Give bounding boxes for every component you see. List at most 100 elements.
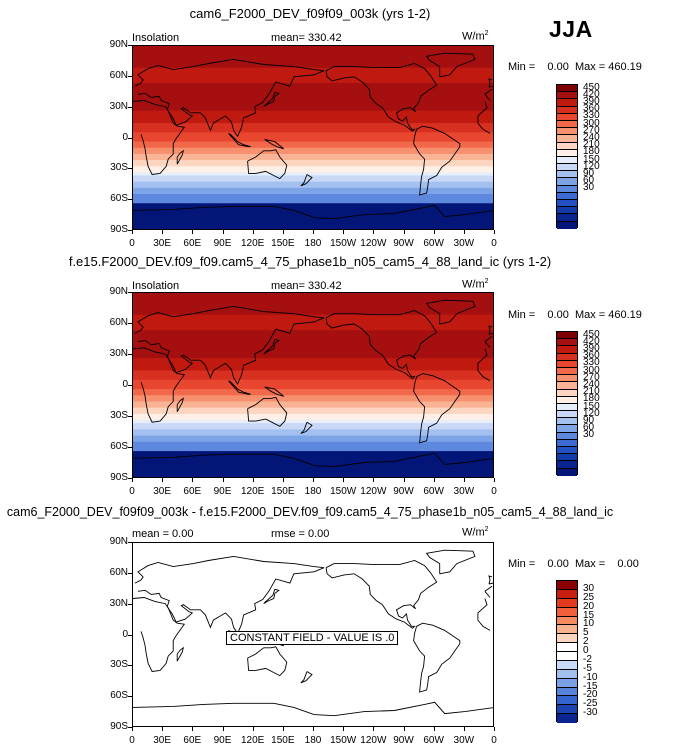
lon-tick-label: 0 bbox=[491, 735, 497, 746]
colorbar-swatch bbox=[557, 346, 577, 354]
heatmap-band bbox=[133, 441, 493, 446]
heatmap-band bbox=[133, 469, 493, 474]
heatmap-band bbox=[133, 175, 493, 180]
lat-tick-label: 60N bbox=[109, 566, 128, 578]
heatmap-band bbox=[133, 327, 493, 331]
colorbar-label: 330 bbox=[583, 110, 600, 122]
heatmap-band bbox=[133, 308, 493, 313]
lon-tick-mark bbox=[222, 727, 224, 731]
lon-tick-label: 150W bbox=[330, 238, 357, 249]
panel-3-units: W/m2 bbox=[462, 526, 489, 539]
heatmap-band bbox=[133, 206, 493, 211]
heatmap-band bbox=[133, 157, 493, 161]
heatmap-band bbox=[133, 348, 493, 353]
colorbar-swatch bbox=[557, 360, 577, 368]
colorbar-label: 420 bbox=[583, 88, 600, 100]
heatmap-band bbox=[133, 86, 493, 90]
lon-tick-label: 60W bbox=[423, 735, 444, 746]
heatmap-band bbox=[133, 107, 493, 112]
heatmap-band bbox=[133, 370, 493, 375]
colorbar-label: 150 bbox=[583, 400, 600, 412]
lat-tick-mark bbox=[128, 542, 132, 543]
colorbar-swatch bbox=[557, 142, 577, 150]
colorbar-swatch bbox=[557, 389, 577, 397]
colorbar-swatch bbox=[557, 439, 577, 447]
lon-tick-label: 0 bbox=[491, 486, 497, 497]
colorbar-label: -2 bbox=[583, 653, 592, 665]
heatmap-band bbox=[133, 382, 493, 387]
heatmap-band bbox=[133, 407, 493, 412]
colorbar-swatch bbox=[557, 696, 577, 706]
colorbar-label: -10 bbox=[583, 671, 598, 683]
heatmap-band bbox=[133, 311, 493, 316]
heatmap-band bbox=[133, 61, 493, 66]
heatmap-band bbox=[133, 429, 493, 434]
lon-tick-mark bbox=[162, 478, 164, 482]
lat-tick-label: 30S bbox=[110, 410, 128, 421]
heatmap-band bbox=[133, 423, 493, 427]
lon-tick-label: 0 bbox=[129, 735, 135, 746]
heatmap-band bbox=[133, 123, 493, 127]
colorbar-label: 60 bbox=[583, 422, 595, 434]
colorbar-swatch bbox=[557, 418, 577, 426]
lat-tick-mark bbox=[128, 727, 132, 728]
heatmap-band bbox=[133, 417, 493, 421]
colorbar-swatch bbox=[557, 156, 577, 165]
lon-tick-label: 0 bbox=[129, 238, 135, 249]
heatmap-band bbox=[133, 472, 493, 477]
heatmap-band bbox=[133, 98, 493, 103]
heatmap-band bbox=[133, 432, 493, 437]
colorbar-label: 0 bbox=[583, 645, 589, 656]
panel-2-title: f.e15.F2000_DEV.f09_f09.cam5_4_75_phase1… bbox=[68, 254, 552, 269]
colorbar-swatch bbox=[557, 425, 577, 433]
panel-1-title: cam6_F2000_DEV_f09f09_003k (yrs 1-2) bbox=[189, 6, 431, 21]
lon-tick-label: 60E bbox=[183, 238, 202, 249]
colorbar-label: 390 bbox=[583, 96, 600, 107]
heatmap-band bbox=[133, 79, 493, 84]
lon-tick-label: 60E bbox=[183, 486, 202, 497]
coastline bbox=[176, 397, 185, 413]
coastline bbox=[264, 386, 285, 397]
colorbar-swatch bbox=[557, 339, 577, 347]
colorbar-swatch bbox=[557, 85, 577, 93]
lon-tick-label: 180 bbox=[304, 238, 322, 249]
coastline bbox=[228, 380, 251, 395]
lon-tick-label: 120W bbox=[360, 238, 387, 249]
heatmap-band bbox=[133, 451, 493, 455]
colorbar-label: -30 bbox=[583, 707, 598, 719]
panel-1-left-label: Insolation bbox=[132, 32, 180, 44]
coastline bbox=[263, 91, 280, 107]
map-plot-area bbox=[133, 549, 493, 717]
heatmap-band bbox=[133, 135, 493, 140]
lat-tick-label: 30S bbox=[110, 162, 128, 174]
heatmap-band bbox=[133, 426, 493, 430]
heatmap-band bbox=[133, 113, 493, 118]
lon-tick-mark bbox=[373, 230, 375, 234]
colorbar-swatch bbox=[557, 454, 577, 462]
colorbar-label: 60 bbox=[583, 175, 595, 187]
panel-2-minmax: Min = 0.00 Max = 460.19 bbox=[508, 309, 642, 321]
lon-tick-label: 90W bbox=[393, 735, 414, 746]
colorbar-swatch bbox=[557, 714, 577, 723]
colorbar-swatch bbox=[557, 461, 577, 469]
lon-tick-mark bbox=[433, 478, 435, 482]
lat-tick-label: 90S bbox=[110, 721, 128, 732]
coastline bbox=[247, 149, 288, 180]
heatmap-band bbox=[133, 376, 493, 381]
lon-tick-mark bbox=[192, 230, 194, 234]
coastline bbox=[488, 575, 493, 585]
heatmap-band bbox=[133, 95, 493, 100]
heatmap-band bbox=[133, 200, 493, 204]
colorbar-swatch bbox=[557, 447, 577, 455]
coastline bbox=[300, 671, 313, 684]
lat-tick-mark bbox=[128, 168, 132, 170]
heatmap-band bbox=[133, 163, 493, 167]
coastline bbox=[134, 58, 493, 138]
heatmap-band bbox=[133, 444, 493, 449]
coastline bbox=[133, 204, 493, 220]
heatmap-band bbox=[133, 194, 493, 198]
lon-tick-mark bbox=[132, 230, 133, 234]
colorbar-label: -5 bbox=[583, 662, 592, 674]
heatmap-band bbox=[133, 413, 493, 418]
heatmap-band bbox=[133, 181, 493, 186]
